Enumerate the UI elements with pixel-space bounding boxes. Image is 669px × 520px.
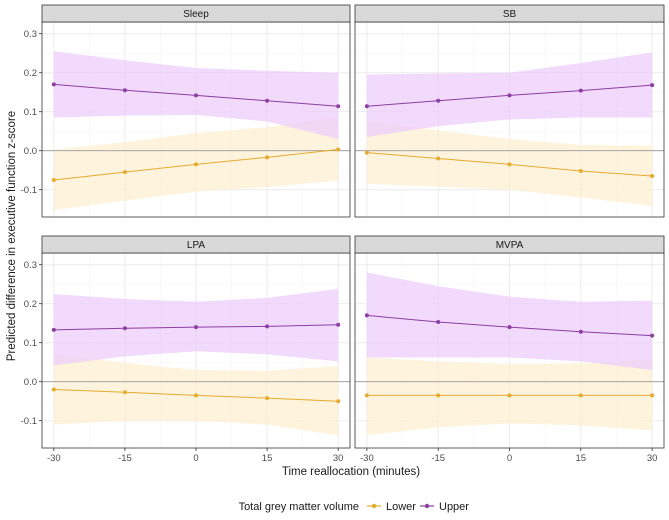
- legend-lower-key-point: [371, 503, 377, 509]
- data-point-upper: [364, 313, 369, 318]
- x-tick-label: 30: [333, 453, 344, 464]
- panel-sleep: Sleep -0.1 0.0 0.1 0.2 0.3: [21, 4, 351, 218]
- data-point-upper: [194, 93, 198, 98]
- data-point-upper: [364, 104, 369, 109]
- panel-mvpa: MVPA -30 -15 0 15 30: [354, 235, 665, 464]
- legend-upper-label: Upper: [439, 501, 469, 513]
- data-point-lower: [51, 177, 56, 182]
- data-point-upper: [51, 82, 56, 87]
- ci-band-upper: [366, 272, 653, 370]
- strip-background: [354, 235, 665, 254]
- y-tick-label: 0.2: [24, 68, 37, 79]
- panel-title: SB: [503, 9, 517, 20]
- data-point-upper: [650, 333, 655, 338]
- y-tick-label: 0.3: [24, 29, 37, 40]
- panel-title: MVPA: [496, 240, 524, 251]
- panel-title: Sleep: [183, 9, 209, 20]
- data-point-upper: [578, 329, 583, 334]
- y-tick-label: 0.0: [24, 146, 37, 157]
- data-point-lower: [51, 387, 56, 392]
- data-point-lower: [436, 393, 441, 398]
- x-tick-label: 15: [262, 453, 273, 464]
- data-point-lower: [194, 162, 198, 167]
- data-point-lower: [650, 393, 655, 398]
- x-tick-label: 0: [507, 453, 512, 464]
- data-point-lower: [194, 393, 198, 398]
- x-axis-title: Time reallocation (minutes): [282, 466, 420, 478]
- panel-title: LPA: [187, 240, 205, 251]
- legend-title: Total grey matter volume: [239, 501, 359, 513]
- data-point-lower: [122, 390, 127, 395]
- data-point-upper: [436, 98, 441, 103]
- data-point-upper: [578, 88, 583, 93]
- data-point-lower: [507, 162, 512, 167]
- data-point-lower: [364, 393, 369, 398]
- data-point-lower: [122, 170, 127, 175]
- legend-upper-key-point: [424, 503, 430, 509]
- x-tick-label: -30: [360, 453, 374, 464]
- data-point-lower: [436, 156, 441, 161]
- x-tick-label: 0: [193, 453, 198, 464]
- data-point-upper: [650, 83, 655, 88]
- panel-lpa: LPA -0.1 0.0 0.1 0.2 0.3 -30 -15 0 15 30: [21, 235, 351, 464]
- y-tick-label: 0.3: [24, 260, 37, 271]
- strip-background: [41, 235, 351, 254]
- data-point-lower: [507, 393, 512, 398]
- x-tick-label: -15: [118, 453, 132, 464]
- data-point-upper: [436, 320, 441, 325]
- y-axis-title: Predicted difference in executive functi…: [6, 111, 18, 361]
- data-point-lower: [650, 174, 655, 179]
- data-point-lower: [336, 147, 341, 152]
- y-tick-label: -0.1: [21, 416, 37, 427]
- data-point-upper: [336, 104, 341, 109]
- x-tick-label: -15: [431, 453, 445, 464]
- data-point-lower: [364, 150, 369, 155]
- y-tick-label: 0.1: [24, 338, 37, 349]
- panel-sb: SB: [354, 4, 665, 218]
- legend-lower-label: Lower: [386, 501, 416, 513]
- data-point-upper: [194, 325, 198, 330]
- legend: Total grey matter volume Lower Upper: [239, 501, 470, 513]
- data-point-upper: [51, 327, 56, 332]
- data-point-lower: [265, 155, 270, 160]
- data-point-lower: [578, 393, 583, 398]
- data-point-upper: [265, 98, 270, 103]
- strip-background: [41, 4, 351, 23]
- data-point-lower: [265, 396, 270, 401]
- data-point-upper: [265, 324, 270, 329]
- strip-background: [354, 4, 665, 23]
- data-point-lower: [578, 168, 583, 173]
- y-tick-label: 0.1: [24, 107, 37, 118]
- x-tick-label: 30: [647, 453, 658, 464]
- data-point-upper: [336, 322, 341, 327]
- y-tick-label: -0.1: [21, 185, 37, 196]
- data-point-upper: [122, 326, 127, 331]
- data-point-upper: [507, 325, 512, 330]
- data-point-lower: [336, 399, 341, 404]
- data-point-upper: [507, 93, 512, 98]
- x-tick-label: -30: [47, 453, 61, 464]
- y-tick-label: 0.0: [24, 377, 37, 388]
- x-tick-label: 15: [576, 453, 587, 464]
- data-point-upper: [122, 88, 127, 93]
- y-tick-label: 0.2: [24, 299, 37, 310]
